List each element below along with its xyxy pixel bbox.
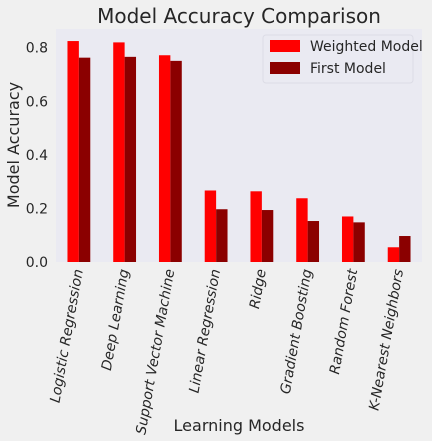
bar — [78, 57, 91, 262]
bar — [158, 55, 171, 262]
bar — [204, 190, 217, 262]
y-axis-ticks: 0.0 0.2 0.4 0.6 0.8 — [26, 41, 48, 271]
y-tick-label: 0.2 — [26, 201, 48, 217]
x-tick-label: Logistic Regression — [48, 268, 87, 404]
bar — [387, 247, 400, 262]
bar — [250, 191, 262, 262]
x-tick-label: Ridge — [247, 268, 270, 310]
bar — [353, 222, 365, 262]
bar — [307, 221, 320, 262]
chart-title: Model Accuracy Comparison — [97, 4, 381, 28]
bar — [170, 60, 182, 263]
bar — [67, 41, 79, 262]
bar — [399, 236, 411, 262]
legend-box — [262, 34, 414, 84]
x-tick-label: Gradient Boosting — [278, 268, 316, 396]
bar — [296, 198, 308, 262]
y-axis-label: Model Accuracy — [4, 82, 23, 208]
bar — [113, 42, 125, 262]
legend-swatch — [270, 40, 300, 52]
legend-swatch — [270, 62, 300, 74]
y-tick-label: 0.8 — [26, 41, 48, 57]
bar — [341, 216, 354, 262]
legend-label: First Model — [310, 61, 386, 77]
x-tick-label: Deep Learning — [99, 268, 133, 372]
bar — [124, 56, 137, 262]
x-tick-label: K-Nearest Neighbors — [366, 268, 407, 412]
bars — [67, 41, 411, 263]
x-tick-label: Linear Regression — [187, 268, 225, 394]
x-tick-label: Support Vector Machine — [133, 268, 178, 436]
y-tick-label: 0.4 — [26, 148, 48, 164]
bar — [261, 210, 274, 262]
x-axis-label: Learning Models — [174, 416, 305, 435]
y-tick-label: 0.0 — [26, 255, 48, 271]
y-tick-label: 0.6 — [26, 94, 48, 110]
bar — [216, 209, 228, 262]
x-tick-label: Random Forest — [327, 267, 361, 375]
legend: Weighted Model First Model — [262, 34, 423, 84]
x-axis-ticks: Logistic Regression Deep Learning Support … — [48, 267, 408, 435]
legend-label: Weighted Model — [310, 39, 423, 55]
